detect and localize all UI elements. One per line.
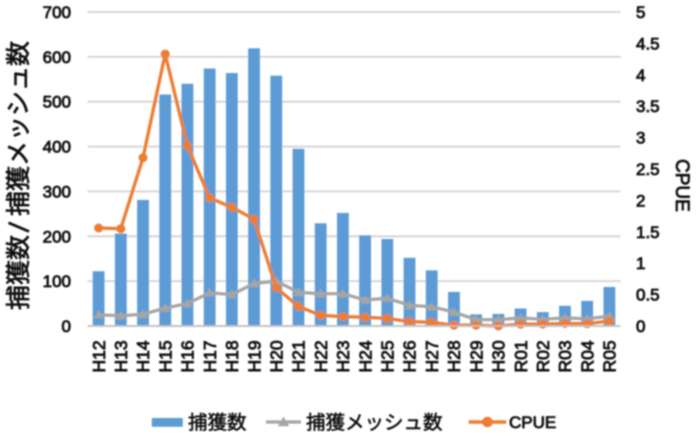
svg-text:H15: H15 <box>155 340 175 372</box>
svg-text:H21: H21 <box>289 340 309 372</box>
svg-text:H19: H19 <box>244 340 264 372</box>
svg-text:0.5: 0.5 <box>636 286 660 305</box>
svg-text:3: 3 <box>636 129 645 148</box>
svg-text:H12: H12 <box>89 340 109 372</box>
svg-text:300: 300 <box>43 182 71 201</box>
svg-text:H16: H16 <box>178 340 198 372</box>
svg-text:H14: H14 <box>133 340 153 372</box>
svg-text:H17: H17 <box>200 340 220 372</box>
svg-text:H29: H29 <box>466 340 486 372</box>
svg-text:R05: R05 <box>600 340 620 372</box>
svg-text:H30: H30 <box>489 340 509 372</box>
svg-text:400: 400 <box>43 138 71 157</box>
svg-text:CPUE: CPUE <box>509 413 556 432</box>
svg-text:200: 200 <box>43 227 71 246</box>
svg-text:4: 4 <box>636 66 645 85</box>
svg-text:600: 600 <box>43 48 71 67</box>
svg-text:H28: H28 <box>444 340 464 372</box>
svg-text:5: 5 <box>636 3 645 22</box>
svg-text:1.5: 1.5 <box>636 223 660 242</box>
svg-text:CPUE: CPUE <box>671 159 692 212</box>
svg-text:2: 2 <box>636 191 645 210</box>
svg-text:H24: H24 <box>355 340 375 372</box>
svg-text:3.5: 3.5 <box>636 97 660 116</box>
svg-text:100: 100 <box>43 272 71 291</box>
svg-text:4.5: 4.5 <box>636 34 660 53</box>
svg-text:H13: H13 <box>111 340 131 372</box>
svg-text:H26: H26 <box>400 340 420 372</box>
svg-text:0: 0 <box>636 317 645 336</box>
svg-text:700: 700 <box>43 3 71 22</box>
svg-text:R03: R03 <box>555 340 575 372</box>
svg-text:500: 500 <box>43 93 71 112</box>
svg-text:H18: H18 <box>222 340 242 372</box>
svg-text:0: 0 <box>62 317 71 336</box>
svg-text:H20: H20 <box>267 340 287 372</box>
svg-text:H22: H22 <box>311 340 331 372</box>
svg-text:R04: R04 <box>577 340 597 372</box>
svg-text:H23: H23 <box>333 340 353 372</box>
svg-text:R01: R01 <box>511 340 531 372</box>
svg-text:R02: R02 <box>533 340 553 372</box>
svg-text:1: 1 <box>636 254 645 273</box>
svg-text:2.5: 2.5 <box>636 160 660 179</box>
svg-text:H27: H27 <box>422 340 442 372</box>
svg-text:H25: H25 <box>378 340 398 372</box>
